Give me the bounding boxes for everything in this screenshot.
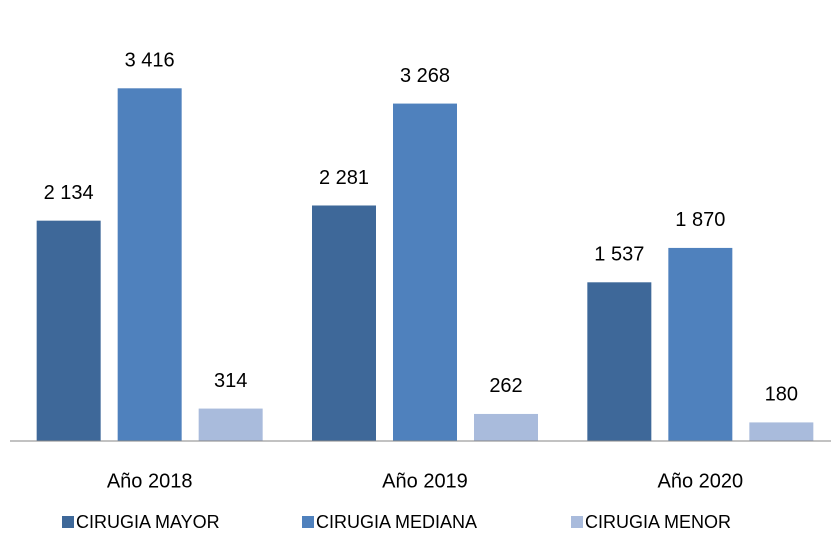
x-tick-label: Año 2020 bbox=[658, 470, 744, 492]
legend-label: CIRUGIA MENOR bbox=[585, 512, 731, 532]
bar bbox=[312, 205, 376, 441]
bar bbox=[587, 282, 652, 441]
legend-swatch bbox=[302, 516, 314, 528]
data-label: 1 870 bbox=[675, 209, 725, 231]
bar bbox=[668, 247, 733, 441]
bar bbox=[117, 88, 182, 441]
data-label: 3 416 bbox=[125, 50, 175, 72]
data-label: 1 537 bbox=[594, 244, 644, 266]
data-label: 3 268 bbox=[400, 65, 450, 87]
data-label: 314 bbox=[214, 370, 247, 392]
legend-swatch bbox=[62, 516, 74, 528]
data-label: 2 281 bbox=[319, 167, 369, 189]
data-label: 2 134 bbox=[44, 182, 94, 204]
legend-swatch bbox=[571, 516, 583, 528]
bar bbox=[198, 408, 263, 441]
bar bbox=[474, 413, 538, 441]
bar bbox=[36, 220, 101, 441]
bar bbox=[393, 103, 457, 441]
data-label: 180 bbox=[765, 384, 798, 406]
legend-label: CIRUGIA MEDIANA bbox=[316, 512, 477, 532]
x-tick-label: Año 2019 bbox=[382, 470, 468, 492]
data-label: 262 bbox=[489, 375, 522, 397]
bar bbox=[749, 422, 814, 441]
legend-label: CIRUGIA MAYOR bbox=[76, 512, 220, 532]
x-tick-label: Año 2018 bbox=[107, 470, 193, 492]
